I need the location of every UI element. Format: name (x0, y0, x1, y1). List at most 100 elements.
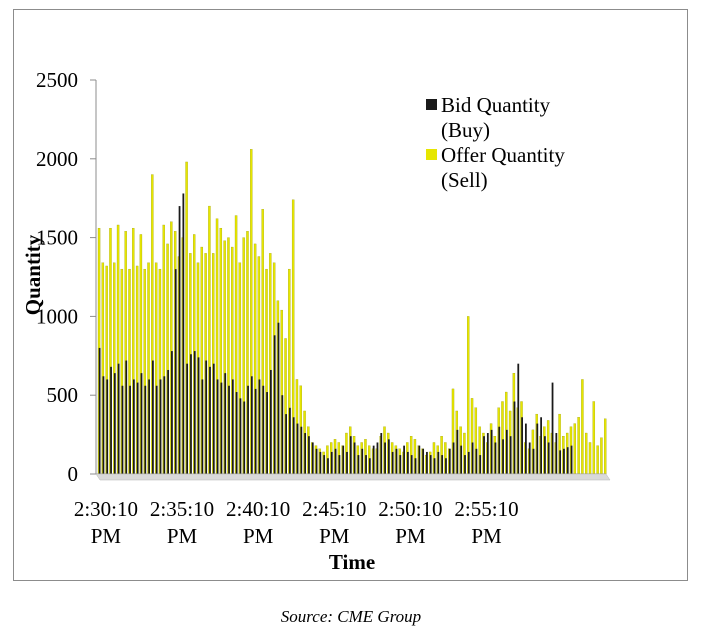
bid-bar (281, 395, 284, 474)
bid-bar (475, 448, 478, 474)
bid-bar (380, 433, 383, 474)
bid-bar (353, 442, 356, 474)
bid-bar (471, 442, 474, 474)
bid-bar (315, 448, 318, 474)
bid-bar (266, 392, 268, 474)
bid-bar (532, 448, 535, 474)
x-tick-label: 2:35:10 (150, 497, 214, 521)
bid-bar (410, 455, 413, 474)
bid-bar (452, 442, 455, 474)
bid-bar (167, 369, 170, 474)
bid-bar (357, 455, 360, 474)
bid-bar (159, 379, 162, 474)
bid-bar (319, 451, 322, 474)
bid-bar (129, 385, 131, 474)
bid-bar (110, 366, 112, 474)
bid-bar (422, 448, 425, 474)
bid-bar (273, 335, 276, 474)
offer-bar (596, 445, 599, 475)
bid-bar (407, 451, 409, 474)
bid-bar (212, 363, 215, 474)
bid-bar (536, 423, 539, 474)
x-tick-label-suffix: PM (319, 524, 350, 548)
bid-bar (144, 385, 147, 474)
bid-bar (224, 373, 227, 474)
legend-label-sub: (Sell) (441, 168, 488, 192)
bid-bar (456, 429, 459, 474)
bid-bar (330, 451, 333, 474)
y-tick-label: 2500 (36, 68, 78, 92)
bid-bar (152, 360, 154, 474)
bid-bar (387, 439, 390, 474)
bid-bar (505, 429, 508, 474)
legend-label: Bid Quantity (441, 93, 551, 117)
bid-bar (486, 433, 489, 474)
bid-bar (296, 423, 299, 474)
bid-bar (247, 385, 249, 474)
bid-bar (346, 451, 348, 474)
bid-bar (566, 447, 569, 474)
x-tick-label: 2:50:10 (378, 497, 442, 521)
bid-bar (391, 451, 394, 474)
bid-bar (323, 455, 326, 474)
bid-bar (216, 379, 219, 474)
bid-bar (285, 414, 288, 474)
bid-bar (201, 379, 204, 474)
bid-bar (365, 455, 367, 474)
legend-swatch (426, 149, 437, 160)
bid-bar (182, 193, 185, 475)
bid-bar (258, 379, 261, 474)
bid-bar (239, 398, 242, 474)
offer-bar (581, 379, 584, 475)
legend: Bid Quantity(Buy)Offer Quantity(Sell) (426, 93, 565, 192)
bid-bar (361, 448, 364, 474)
bid-bar (155, 385, 158, 474)
bid-bar (418, 445, 421, 474)
offer-bar (585, 432, 588, 475)
y-tick-label: 2000 (36, 147, 78, 171)
x-tick-label: 2:30:10 (74, 497, 138, 521)
bid-bar (551, 382, 554, 474)
x-tick-label: 2:40:10 (226, 497, 290, 521)
bid-bar (464, 455, 466, 474)
bid-bar (171, 351, 173, 474)
bid-bar (220, 382, 223, 474)
bid-bar (403, 445, 405, 474)
bid-bar (528, 442, 531, 474)
bid-bar (197, 357, 200, 474)
bid-bar (270, 369, 272, 474)
offer-bar (467, 316, 470, 475)
offer-bar (588, 442, 592, 475)
bid-bar (117, 363, 120, 474)
bid-bar (262, 385, 265, 474)
bid-bar (300, 426, 303, 474)
bid-bar (148, 379, 150, 474)
bid-bar (502, 439, 504, 474)
bid-bar (372, 445, 375, 474)
bid-bar (121, 385, 124, 474)
bid-bar (448, 448, 451, 474)
x-tick-label-suffix: PM (167, 524, 198, 548)
bid-bar (555, 433, 558, 474)
bid-bar (243, 401, 246, 474)
bid-bar (140, 373, 143, 474)
bid-bar (540, 417, 543, 474)
bid-bar (559, 450, 562, 474)
offer-bar (600, 437, 603, 475)
offer-bar (577, 417, 580, 475)
x-tick-label-suffix: PM (91, 524, 122, 548)
x-axis-floor (95, 473, 611, 481)
bid-bar (517, 363, 520, 474)
offer-quantity-series (97, 149, 607, 475)
bid-bar (384, 442, 386, 474)
bid-bar (342, 445, 345, 474)
bid-bar (113, 373, 116, 474)
bid-bar (445, 458, 447, 474)
y-axis: 0 500 1000 1500 2000 2500 (36, 68, 97, 486)
bid-bar (304, 433, 307, 474)
bid-bar (250, 376, 253, 474)
bid-bar (547, 442, 550, 474)
bid-bar (498, 426, 501, 474)
bid-bar (525, 423, 527, 474)
y-axis-title: Quantity (21, 234, 45, 315)
